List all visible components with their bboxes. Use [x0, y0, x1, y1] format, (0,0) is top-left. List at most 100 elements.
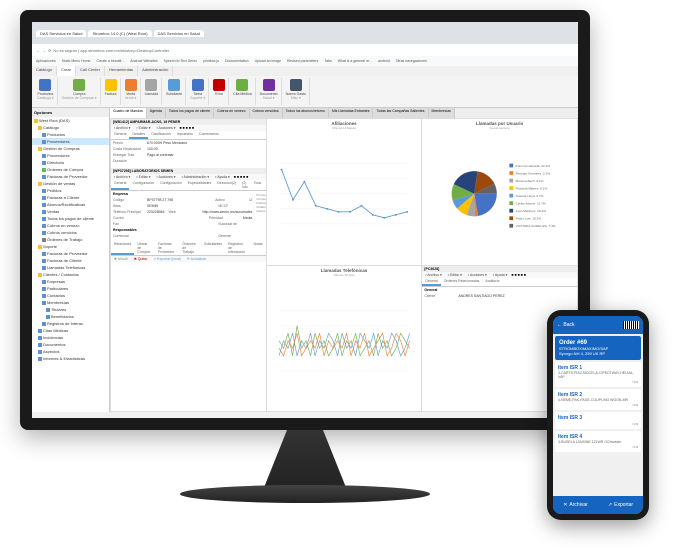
bookmark-item[interactable]: Aplicaciones — [36, 59, 56, 63]
subtab[interactable]: Dirección(2) — [214, 180, 239, 190]
ribbon-group[interactable]: Solicitante — [163, 78, 186, 105]
toolbar-icons[interactable]: ■ ■ ■ ■ ■ — [234, 175, 248, 179]
field-value[interactable]: SEMIN — [147, 204, 158, 208]
tree-item[interactable]: Todos los pagos de cliente — [32, 215, 109, 222]
bookmark-item[interactable]: Revised parameters — [287, 59, 318, 63]
field-value[interactable]: 670.000H Peso Mexicano — [147, 141, 187, 145]
ribbon-group[interactable]: Cita Médica — [230, 78, 255, 105]
subtab[interactable]: Especialidades — [185, 180, 215, 190]
toolbar-button[interactable]: ▪ Ayuda ▾ — [491, 273, 510, 277]
toolbar-button[interactable]: ▪ Administración ▾ — [179, 175, 211, 179]
toolbar-button[interactable]: ▪ Archivo ▾ — [423, 273, 443, 277]
tree-item[interactable]: Empresas — [32, 278, 109, 285]
tree-item[interactable]: Titulares — [32, 306, 109, 313]
subtab[interactable]: Todo — [251, 180, 265, 190]
tree-item[interactable]: Clientes / Contactos — [32, 271, 109, 278]
field-value[interactable]: http://www.semin.mx/sucursales — [203, 210, 253, 214]
content-tab[interactable]: Cuadro de Mandos — [110, 108, 147, 118]
field-value[interactable]: BP37798 27 798 — [147, 198, 173, 202]
tree-item[interactable]: Directorio — [32, 159, 109, 166]
tree-item[interactable]: Registros de Interac. — [32, 320, 109, 327]
order-item[interactable]: Item ISR 43-BUSELA LANSINE 121WR GGInvad… — [555, 431, 641, 452]
subtab[interactable]: Notas — [251, 241, 266, 255]
toolbar-button[interactable]: ▪ Ayuda ▾ — [213, 175, 232, 179]
subtab[interactable]: Impuestos — [174, 131, 196, 139]
subtab[interactable]: Relaciones — [111, 241, 134, 255]
tree-item[interactable]: Cobros en venezo — [32, 222, 109, 229]
toolbar-icons[interactable]: ■ ■ ■ ■ ■ — [179, 126, 193, 130]
toolbar-button[interactable]: ▪ Archivo ▾ — [112, 175, 132, 179]
tree-item[interactable]: Incidencias — [32, 334, 109, 341]
content-tab[interactable]: Agenda — [147, 108, 166, 118]
nav-back-icon[interactable]: ← — [36, 48, 40, 53]
ribbon-group[interactable]: TareaSoporte ▾ — [187, 78, 209, 105]
bookmark-item[interactable]: Tabs — [324, 59, 331, 63]
order-item[interactable]: Item ISR 24-NEME-PAK-PAGE-COUPLING WOON-… — [555, 389, 641, 410]
browser-tab[interactable]: Strumbox 14.0 (C) (West Root) — [88, 30, 151, 37]
content-tab[interactable]: Todos los abonos/retorno — [283, 108, 329, 118]
bookmark-item[interactable]: Documentation — [225, 59, 249, 63]
tree-item[interactable]: Productos — [32, 131, 109, 138]
tree-item[interactable]: Informes & Estadísticas — [32, 355, 109, 362]
subtab[interactable]: Registros de Interacción — [225, 241, 250, 255]
tree-item[interactable]: Catálogo — [32, 124, 109, 131]
tree-item[interactable]: Órdenes de Trabajo — [32, 236, 109, 243]
ribbon-tab[interactable]: Herramientas — [105, 66, 138, 76]
tree-item[interactable]: Gestión de ventas — [32, 180, 109, 187]
ribbon-group[interactable]: Nuevo GastoMisc ▾ — [283, 78, 310, 105]
bookmark-item[interactable]: Upload an image — [255, 59, 281, 63]
browser-tab[interactable]: DAS Servicios en Salud — [36, 30, 86, 37]
subtab[interactable]: Detalles — [129, 131, 148, 139]
subtab[interactable]: Facturas de Proveedor — [155, 241, 179, 255]
action-button[interactable]: ✚ Añadir — [112, 257, 130, 261]
subtab[interactable]: General — [111, 131, 129, 139]
field-value[interactable]: 100.00 — [147, 147, 158, 151]
toolbar-icons[interactable]: ■ ■ ■ ■ ■ — [511, 273, 525, 277]
browser-tab[interactable]: DAS Servicios en Salud — [154, 30, 204, 37]
action-button[interactable]: ⟳ Actualizar — [185, 257, 208, 261]
export-button[interactable]: ↗Exportar — [598, 496, 643, 514]
content-tab[interactable]: Mis Llamadas Entrantes — [329, 108, 374, 118]
field-value[interactable]: ☑ — [249, 198, 252, 202]
tree-item[interactable]: Gestión de Compras — [32, 145, 109, 152]
action-button[interactable]: ✖ Quitar — [132, 257, 149, 261]
tree-item[interactable]: Proveedores — [32, 152, 109, 159]
toolbar-button[interactable]: ▪ Acciones ▾ — [155, 175, 178, 179]
ribbon-group[interactable]: Factura — [102, 78, 121, 105]
subtab[interactable]: Órdenes Relacionadas — [441, 278, 483, 286]
bookmark-item[interactable]: android — [378, 59, 390, 63]
field-value[interactable]: Pago al contratar — [147, 153, 174, 157]
subtab[interactable]: Órdenes de Trabajo — [179, 241, 201, 255]
ribbon-group[interactable]: CompraGestión de Compras ▾ — [59, 78, 101, 105]
content-tab[interactable]: Todos los pagos de cliente — [166, 108, 214, 118]
content-tab[interactable]: Cobros en venezo — [214, 108, 249, 118]
nav-forward-icon[interactable]: → — [42, 48, 46, 53]
bookmark-item[interactable]: Otras navegaciones — [396, 59, 427, 63]
subtab[interactable]: Configuración — [157, 180, 185, 190]
ribbon-group[interactable]: Llamada — [142, 78, 162, 105]
subtab[interactable]: Auditoría — [482, 278, 502, 286]
archive-button[interactable]: ✕Archivar — [553, 496, 598, 514]
tree-item[interactable]: Facturas de Proveedor — [32, 250, 109, 257]
content-tab[interactable]: Membresías — [429, 108, 455, 118]
bookmark-item[interactable]: printbox.js — [203, 59, 219, 63]
back-button[interactable]: ← Back — [557, 322, 575, 328]
subtab[interactable]: Ubicar de Compra — [134, 241, 155, 255]
ribbon-tab[interactable]: Administración — [138, 66, 173, 76]
subtab[interactable]: (2) info — [239, 180, 251, 190]
tree-item[interactable]: Particulares — [32, 285, 109, 292]
tree-item[interactable]: Contactos — [32, 292, 109, 299]
tree-item[interactable]: West Root (DAS) — [32, 117, 109, 124]
field-value[interactable]: Media — [243, 216, 253, 220]
ribbon-group[interactable]: DocumentoSalud ▾ — [257, 78, 282, 105]
subtab[interactable]: General — [111, 180, 129, 190]
tree-item[interactable]: Facturas de Proveedor — [32, 173, 109, 180]
ribbon-tab[interactable]: Call Center — [76, 66, 105, 76]
ribbon-tab[interactable]: Crear — [57, 66, 76, 76]
tree-item[interactable]: Documentos — [32, 341, 109, 348]
bookmark-item[interactable]: Speech to Text Demo — [164, 59, 197, 63]
toolbar-button[interactable]: ▪ Acciones ▾ — [466, 273, 489, 277]
content-tab[interactable]: Cobros vencidos — [250, 108, 283, 118]
tree-item[interactable]: Proveedores — [32, 138, 109, 145]
toolbar-button[interactable]: ▪ Archivo ▾ — [112, 126, 132, 130]
